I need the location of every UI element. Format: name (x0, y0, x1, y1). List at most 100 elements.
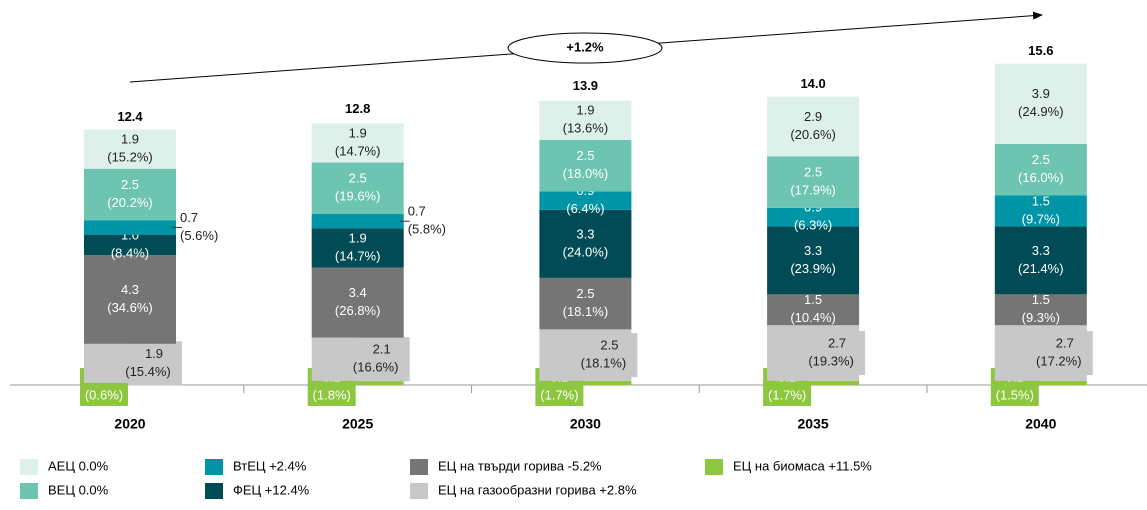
bar-segment (84, 129, 176, 169)
data-label: 2.5 (600, 338, 618, 353)
label-box (811, 331, 866, 376)
bar-segment (767, 226, 860, 295)
label-box (583, 333, 638, 378)
legend-swatch (205, 459, 223, 475)
bar-segment (539, 191, 632, 210)
data-label: 2.5 (349, 171, 367, 186)
bar-segment (311, 380, 404, 385)
bar-segment (767, 207, 860, 227)
legend-swatch (410, 459, 428, 475)
data-label: 4.3 (121, 282, 139, 297)
data-label: (5.8%) (408, 222, 446, 237)
data-label: (15.2%) (107, 150, 153, 165)
x-tick-label: 2020 (114, 416, 145, 432)
data-label: (10.4%) (790, 310, 836, 325)
data-label: 2.5 (1032, 152, 1050, 167)
data-label: (17.2%) (1036, 354, 1082, 369)
legend-swatch (410, 483, 428, 499)
data-label: 2.5 (576, 148, 594, 163)
legend-label: ЕЦ на газообразни горива +2.8% (438, 482, 637, 497)
total-label: 12.4 (117, 109, 143, 124)
data-label: (18.0%) (563, 166, 609, 181)
data-label: (16.0%) (1018, 170, 1064, 185)
bar-segment (994, 195, 1087, 227)
bar-segment (539, 380, 632, 385)
bar-segment (994, 226, 1087, 295)
data-label: (5.6%) (180, 228, 218, 243)
legend-label: ФЕЦ +12.4% (233, 482, 310, 497)
bar-segment (84, 168, 176, 221)
data-label: 1.9 (121, 132, 139, 147)
data-label: 2.7 (828, 336, 846, 351)
bar-segment (767, 380, 860, 385)
data-label: 2.1 (373, 342, 391, 357)
bar-segment (539, 277, 632, 330)
data-label: (34.6%) (107, 300, 153, 315)
data-label: (8.4%) (111, 245, 149, 260)
data-label: 3.3 (1032, 243, 1050, 258)
total-label: 15.6 (1028, 43, 1053, 58)
data-label: (0.6%) (85, 387, 123, 402)
bar-segment (311, 123, 404, 163)
legend-label: ВтЕЦ +2.4% (233, 458, 307, 473)
legend-label: ЕЦ на твърди горива -5.2% (438, 458, 602, 473)
data-label: 1.9 (145, 346, 163, 361)
legend-label: ЕЦ на биомаса +11.5% (733, 458, 872, 473)
annotation-ellipse (507, 32, 663, 64)
bar-segment (767, 294, 860, 326)
data-label: (20.6%) (790, 127, 836, 142)
total-label: 12.8 (345, 101, 370, 116)
bar-segment (539, 100, 632, 140)
bar-segment (767, 96, 860, 157)
data-label: (9.3%) (1022, 310, 1060, 325)
bar-segment (311, 267, 404, 338)
total-label: 13.9 (573, 78, 598, 93)
data-label: 0.7 (408, 204, 426, 219)
data-label: 3.4 (349, 285, 367, 300)
data-label: 2.7 (1056, 336, 1074, 351)
legend-label: АЕЦ 0.0% (48, 458, 109, 473)
bar-segment (994, 380, 1087, 385)
bar-segment (539, 209, 632, 278)
data-label: (13.6%) (563, 121, 609, 136)
x-tick-label: 2035 (798, 416, 829, 432)
data-label: 2.9 (804, 109, 822, 124)
bar-segment (311, 228, 404, 268)
data-label: 1.5 (804, 292, 822, 307)
data-label: (18.1%) (563, 304, 609, 319)
x-tick-label: 2025 (342, 416, 373, 432)
data-label: (1.5%) (996, 387, 1034, 402)
data-label: (20.2%) (107, 195, 153, 210)
data-label: 2.5 (804, 165, 822, 180)
data-label: (6.4%) (566, 201, 604, 216)
data-label: (19.3%) (808, 354, 854, 369)
legend-swatch (20, 483, 38, 499)
data-label: (19.6%) (335, 189, 381, 204)
bar-segment (994, 294, 1087, 326)
annotation: +1.2% (566, 39, 604, 54)
data-label: (23.9%) (790, 261, 836, 276)
bar-segment (539, 139, 632, 192)
data-label: 1.9 (349, 125, 367, 140)
data-label: 2.5 (121, 177, 139, 192)
data-label: (17.9%) (790, 183, 836, 198)
legend-swatch (205, 483, 223, 499)
data-label: (21.4%) (1018, 261, 1064, 276)
total-label: 14.0 (800, 76, 825, 91)
data-label: (16.6%) (353, 360, 399, 375)
bar-segment (311, 162, 404, 215)
label-box (1038, 331, 1093, 376)
bar-segment (84, 255, 176, 344)
data-label: 1.9 (349, 230, 367, 245)
data-label: (1.8%) (313, 387, 351, 402)
label-box (128, 341, 182, 386)
x-tick-label: 2040 (1025, 416, 1056, 432)
data-label: (9.7%) (1022, 211, 1060, 226)
data-label: (24.9%) (1018, 104, 1064, 119)
bar-segment (311, 214, 404, 229)
legend-swatch (20, 459, 38, 475)
data-label: (14.7%) (335, 248, 381, 263)
data-label: 0.7 (180, 210, 198, 225)
data-label: (15.4%) (125, 364, 171, 379)
